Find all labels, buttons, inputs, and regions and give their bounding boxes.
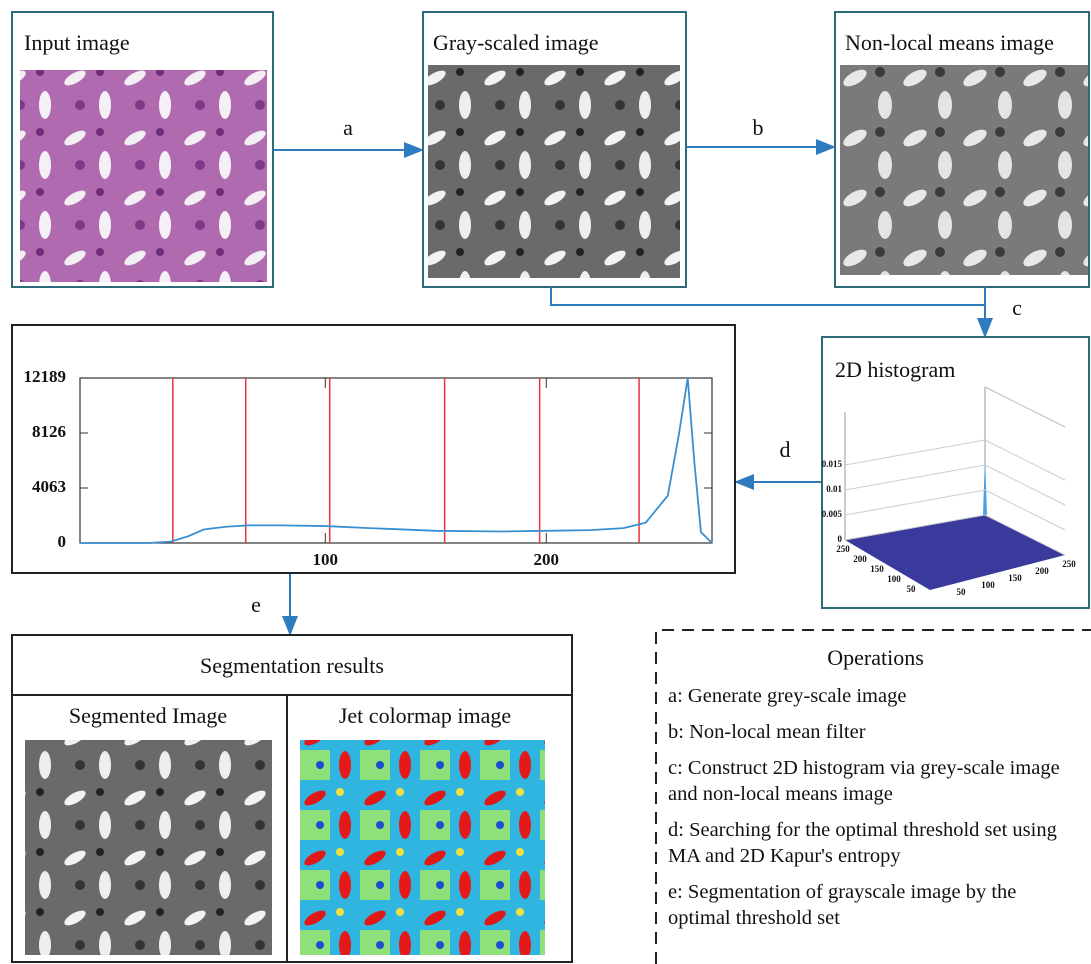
- x-tick-label: 100: [313, 550, 339, 569]
- operation-item: e: Segmentation of grayscale image by th…: [668, 879, 1083, 931]
- x-tick-label: 100: [887, 574, 901, 584]
- panel-label: Non-local means image: [845, 30, 1054, 55]
- input-image: [20, 70, 267, 282]
- page: Input image Gray-scaled image Non-local …: [0, 0, 1091, 964]
- panel-label: 2D histogram: [835, 357, 955, 382]
- y-tick-label: 50: [957, 587, 967, 597]
- y-tick-label: 12189: [24, 367, 67, 386]
- operations-title: Operations: [668, 645, 1083, 671]
- operation-item: a: Generate grey-scale image: [668, 683, 1083, 709]
- y-tick-label: 4063: [32, 477, 66, 496]
- segmented-image: [25, 740, 272, 955]
- x-tick-label: 200: [853, 554, 867, 564]
- jet-image: [300, 740, 545, 955]
- panel-label: Gray-scaled image: [433, 30, 599, 55]
- edge-label: d: [780, 437, 791, 462]
- x-tick-label: 200: [534, 550, 560, 569]
- panel-label: Input image: [24, 30, 130, 55]
- edge-label: b: [753, 115, 764, 140]
- histogram-panel: [12, 325, 735, 573]
- operation-item: d: Searching for the optimal threshold s…: [668, 817, 1083, 869]
- edge-label: c: [1012, 295, 1022, 320]
- z-tick-label: 0: [838, 534, 843, 544]
- operations: Operations a: Generate grey-scale image …: [668, 645, 1083, 941]
- connector-c: [551, 287, 985, 305]
- gray-image: [428, 65, 680, 278]
- y-tick-label: 200: [1035, 566, 1049, 576]
- panel-label: Jet colormap image: [339, 703, 511, 728]
- x-tick-label: 50: [907, 584, 917, 594]
- segmentation-title: Segmentation results: [200, 653, 384, 678]
- y-tick-label: 0: [58, 532, 67, 551]
- operation-item: c: Construct 2D histogram via grey-scale…: [668, 755, 1083, 807]
- z-tick-label: 0.01: [826, 484, 842, 494]
- nlm-image: [840, 65, 1088, 275]
- z-tick-label: 0.005: [822, 509, 843, 519]
- y-tick-label: 150: [1008, 573, 1022, 583]
- edge-label: e: [251, 592, 261, 617]
- z-tick-label: 0.015: [822, 459, 843, 469]
- x-tick-label: 250: [836, 544, 850, 554]
- y-tick-label: 100: [981, 580, 995, 590]
- panel-label: Segmented Image: [69, 703, 227, 728]
- edge-label: a: [343, 115, 353, 140]
- y-tick-label: 250: [1062, 559, 1076, 569]
- y-tick-label: 8126: [32, 422, 66, 441]
- x-tick-label: 150: [870, 564, 884, 574]
- operation-item: b: Non-local mean filter: [668, 719, 1083, 745]
